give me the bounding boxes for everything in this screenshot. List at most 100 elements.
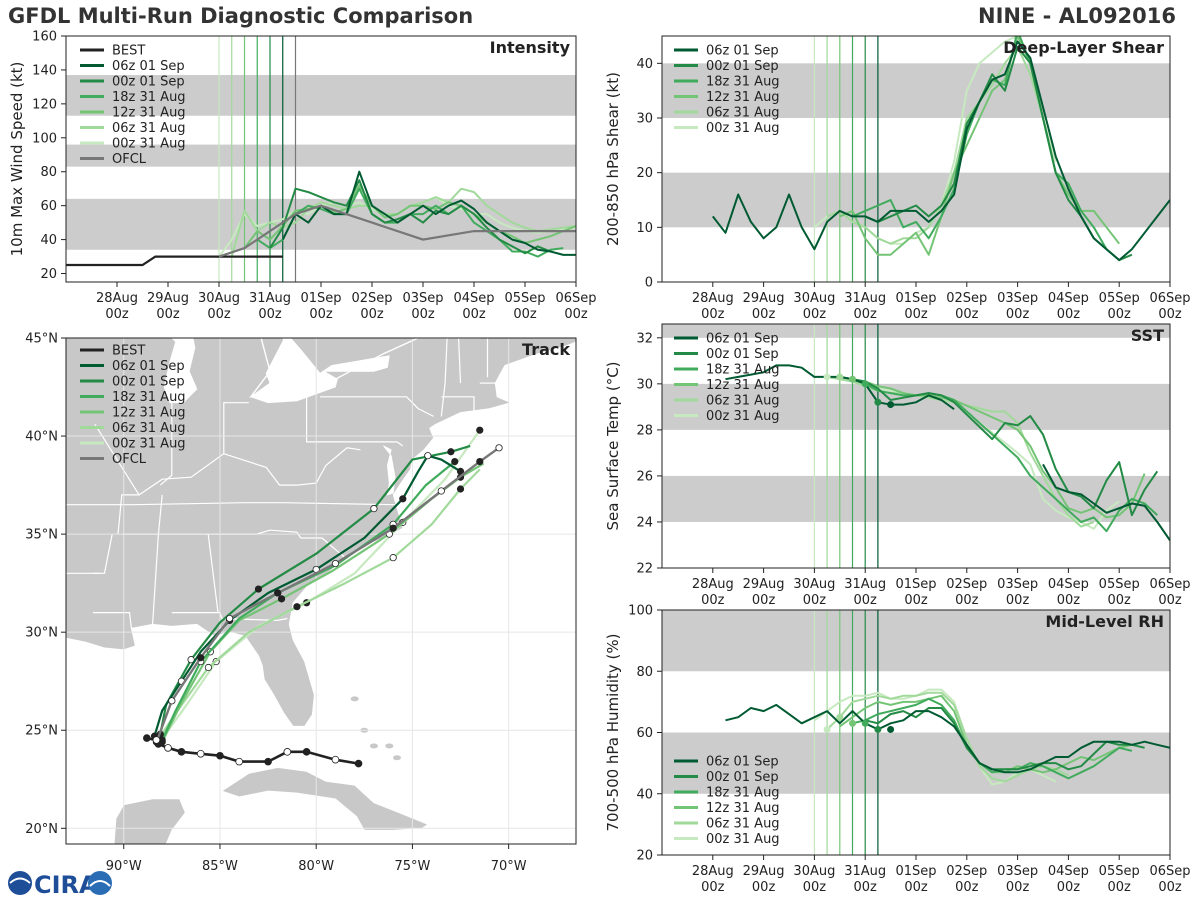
shade-band (662, 172, 1170, 228)
map-clip (66, 338, 576, 844)
x-tick-label: 00z (854, 593, 878, 608)
great-lakes (249, 338, 390, 404)
x-tick-label: 06Sep (1149, 864, 1190, 879)
x-tick-label: 31Aug (844, 577, 886, 592)
lake-michigan (163, 338, 198, 404)
bahamas-island (385, 743, 394, 749)
forecast-track (155, 468, 481, 743)
x-tick-label: 03Sep (997, 577, 1038, 592)
legend-label: 00z 31 Aug (706, 409, 780, 424)
lat-tick-label: 30°N (25, 626, 58, 641)
legend-label: 12z 31 Aug (706, 378, 780, 393)
x-tick-label: 02Sep (946, 864, 987, 879)
noaa-icon (88, 871, 112, 895)
state-border (458, 338, 462, 384)
y-tick-label: 100 (628, 604, 653, 619)
state-border (171, 612, 288, 622)
legend-label: 06z 31 Aug (706, 394, 780, 409)
ofcl-marker (331, 559, 340, 568)
x-tick-label: 00z (411, 307, 435, 322)
x-tick-label: 05Sep (1099, 864, 1140, 879)
rh-panel: 2040608010028Aug00z29Aug00z30Aug00z31Aug… (604, 604, 1191, 896)
lon-tick-label: 75°W (394, 859, 430, 874)
y-axis-label: 200-850 hPa Shear (kt) (604, 72, 622, 246)
x-tick-label: 02Sep (946, 291, 987, 306)
sst-marker (849, 375, 856, 383)
track-marker (399, 495, 407, 503)
x-tick-label: 03Sep (997, 291, 1038, 306)
x-tick-label: 00z (904, 307, 928, 322)
series-line (852, 378, 1158, 533)
best-track-marker (354, 759, 363, 768)
x-tick-label: 28Aug (96, 291, 138, 306)
y-tick-label: 40 (636, 787, 653, 802)
legend-label: 00z 01 Sep (112, 75, 185, 90)
shade-band (662, 475, 1170, 522)
series-line (826, 45, 1070, 245)
lon-tick-label: 90°W (106, 859, 142, 874)
rh-marker (861, 719, 869, 727)
x-tick-label: 06Sep (555, 291, 596, 306)
legend-label: 00z 31 Aug (706, 121, 780, 136)
legend-label: 00z 01 Sep (706, 347, 779, 362)
series-group (66, 170, 576, 267)
lon-tick-label: 80°W (298, 859, 334, 874)
legend-label: 06z 01 Sep (706, 755, 779, 770)
x-tick-label: 00z (1108, 880, 1132, 895)
y-axis-label: 10m Max Wind Speed (kt) (8, 62, 26, 257)
y-tick-label: 20 (40, 267, 57, 282)
shade-band (662, 610, 1170, 672)
best-track-marker (331, 755, 340, 764)
x-tick-label: 00z (1057, 307, 1081, 322)
x-tick-label: 03Sep (402, 291, 443, 306)
x-tick-label: 00z (462, 307, 486, 322)
storm-id: NINE - AL092016 (978, 4, 1176, 28)
cira-swoosh (9, 877, 31, 884)
panel-title: Mid-Level RH (1045, 612, 1164, 631)
legend-label: 18z 31 Aug (706, 363, 780, 378)
legend-label: 06z 01 Sep (112, 59, 185, 74)
x-tick-label: 30Aug (793, 291, 835, 306)
x-tick-label: 04Sep (453, 291, 494, 306)
y-tick-label: 20 (636, 849, 653, 864)
legend-label: 00z 01 Sep (706, 770, 779, 785)
state-border (159, 402, 173, 486)
ofcl-marker (437, 487, 445, 495)
x-tick-label: 00z (752, 307, 776, 322)
y-tick-label: 20 (636, 166, 653, 181)
legend-label: 18z 31 Aug (112, 390, 186, 405)
legend-label: 06z 31 Aug (112, 121, 186, 136)
x-tick-label: 29Aug (743, 864, 785, 879)
series-line (813, 688, 1057, 786)
lon-tick-label: 70°W (491, 859, 527, 874)
lat-tick-label: 40°N (25, 430, 58, 445)
y-tick-label: 28 (636, 423, 653, 438)
best-track-line (66, 255, 283, 267)
panel-title: Deep-Layer Shear (1003, 38, 1164, 57)
y-tick-label: 32 (636, 331, 653, 346)
ofcl-line (218, 204, 576, 258)
series-line (852, 697, 1133, 780)
panel-title: Track (522, 340, 570, 359)
sst-marker (874, 398, 882, 406)
x-tick-label: 00z (309, 307, 333, 322)
series-line (281, 170, 576, 256)
shade-band (66, 75, 576, 116)
best-track-marker (264, 757, 272, 766)
map-frame (65, 337, 577, 845)
track-marker (204, 663, 213, 672)
track-panel: 90°W 85°W 80°W 75°W 70°W 20°N 25°N 30°N 35°N 40°N… (25, 332, 577, 874)
panel-title: SST (1131, 326, 1164, 345)
y-tick-label: 100 (32, 131, 57, 146)
ofcl-marker (197, 654, 205, 662)
y-tick-label: 40 (636, 57, 653, 72)
legend-label: BEST (112, 344, 145, 359)
y-axis-label: 700-500 hPa Humidity (%) (604, 633, 622, 831)
y-tick-label: 26 (636, 469, 653, 484)
track-marker (451, 457, 459, 466)
x-tick-label: 04Sep (1048, 864, 1089, 879)
x-tick-label: 00z (803, 593, 827, 608)
x-tick-label: 00z (564, 307, 588, 322)
landmass-north-america (66, 338, 576, 727)
